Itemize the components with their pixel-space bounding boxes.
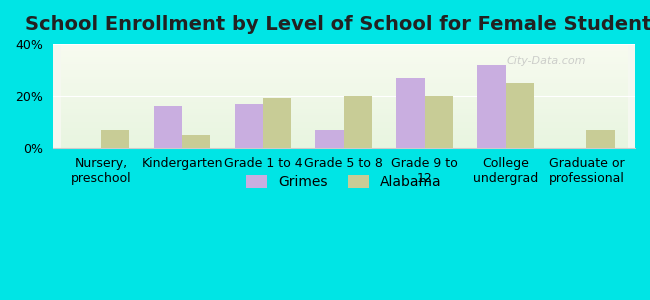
- Bar: [424, 96, 453, 148]
- Bar: [344, 96, 372, 148]
- Bar: [153, 106, 182, 148]
- Bar: [235, 104, 263, 148]
- Bar: [263, 98, 291, 148]
- Title: School Enrollment by Level of School for Female Students: School Enrollment by Level of School for…: [25, 15, 650, 34]
- Bar: [101, 130, 129, 148]
- Bar: [396, 78, 424, 148]
- Text: City-Data.com: City-Data.com: [507, 56, 586, 66]
- Legend: Grimes, Alabama: Grimes, Alabama: [240, 170, 447, 195]
- Bar: [477, 65, 506, 148]
- Bar: [586, 130, 615, 148]
- Bar: [506, 83, 534, 148]
- Bar: [182, 135, 211, 148]
- Bar: [315, 130, 344, 148]
